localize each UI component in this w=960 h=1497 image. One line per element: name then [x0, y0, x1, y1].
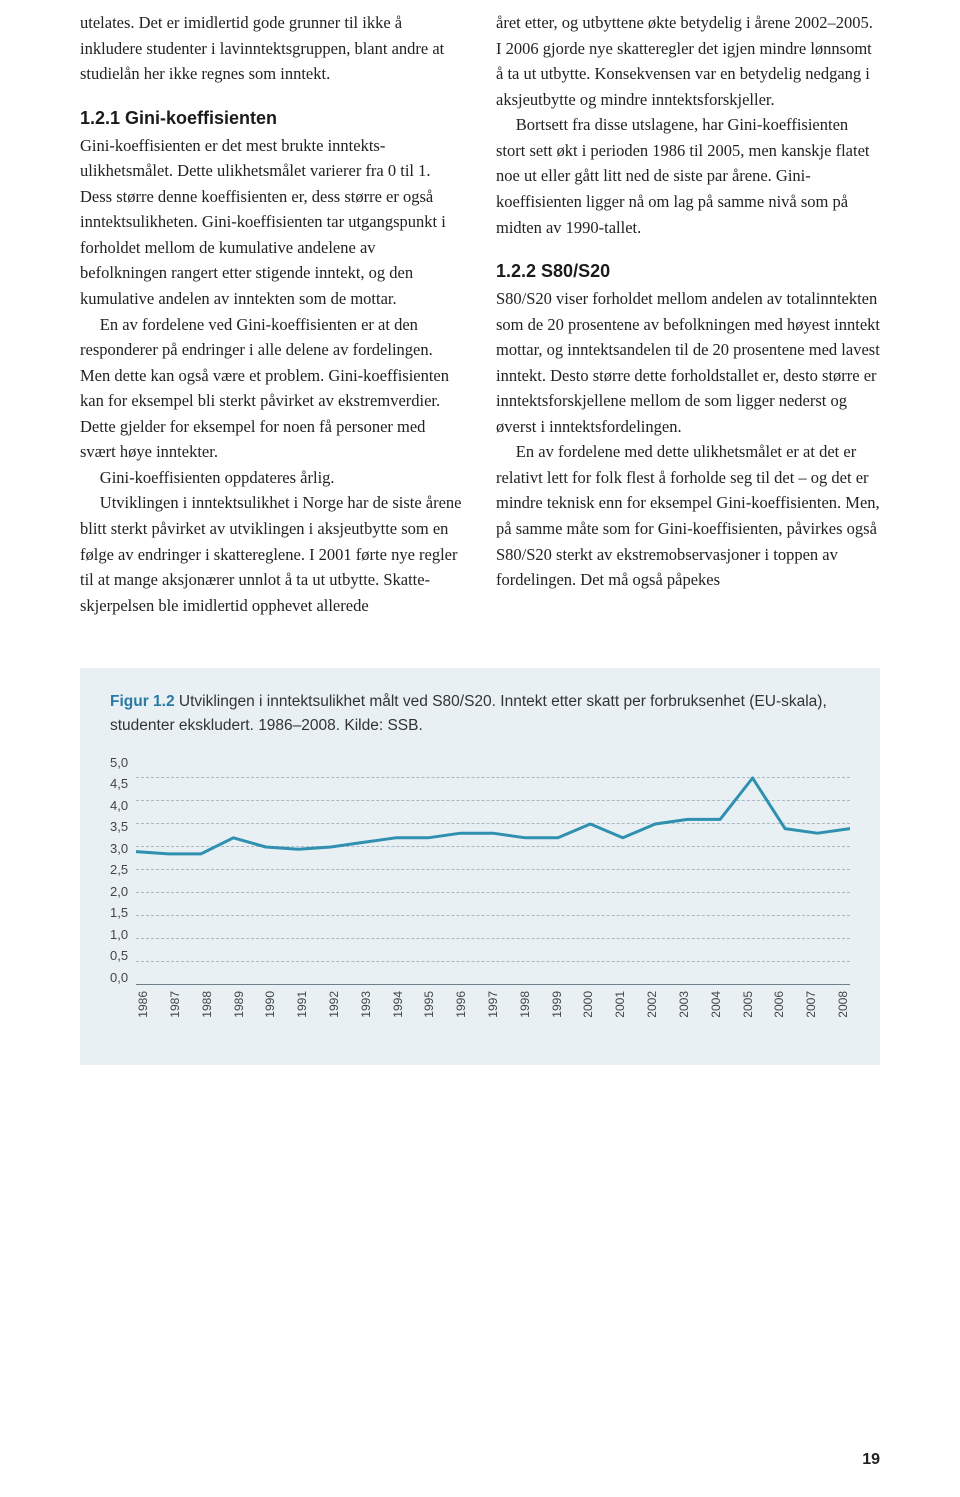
figure-caption-text: Utviklingen i inntektsulikhet målt ved S… — [110, 693, 827, 733]
x-tick-label: 1999 — [550, 991, 564, 1018]
line-series — [136, 755, 850, 985]
y-tick-label: 1,0 — [110, 927, 128, 942]
y-tick-label: 3,5 — [110, 819, 128, 834]
y-tick-label: 5,0 — [110, 755, 128, 770]
figure-container: Figur 1.2 Utviklingen i inntektsulikhet … — [80, 668, 880, 1065]
data-line — [136, 778, 850, 854]
x-tick-label: 1995 — [422, 991, 436, 1018]
section-heading: 1.2.1 Gini-koeffisienten — [80, 105, 464, 133]
x-tick-label: 2006 — [772, 991, 786, 1018]
paragraph: En av fordelene ved Gini-koeffisienten e… — [80, 312, 464, 465]
x-tick-label: 2005 — [741, 991, 755, 1018]
paragraph: S80/S20 viser forholdet mellom andelen a… — [496, 286, 880, 439]
left-column: utelates. Det er imidlertid gode grunner… — [80, 10, 464, 618]
x-tick-label: 1989 — [232, 991, 246, 1018]
x-tick-label: 2002 — [645, 991, 659, 1018]
paragraph: Gini-koeffisienten er det mest brukte in… — [80, 133, 464, 312]
x-tick-label: 2003 — [677, 991, 691, 1018]
plot-area: 1986198719881989199019911992199319941995… — [136, 755, 850, 985]
y-tick-label: 1,5 — [110, 905, 128, 920]
x-tick-label: 1993 — [359, 991, 373, 1018]
figure-label: Figur 1.2 — [110, 693, 175, 710]
paragraph: En av fordelene med dette ulikhetsmålet … — [496, 439, 880, 592]
x-tick-label: 2000 — [581, 991, 595, 1018]
x-axis: 1986 1987 1988 1989 1990 1991 1992 1993 1994 1995… — [136, 991, 850, 1018]
right-column: året etter, og utbyttene økte betydelig … — [496, 10, 880, 618]
section-heading: 1.2.2 S80/S20 — [496, 258, 880, 286]
x-tick-label: 2004 — [709, 991, 723, 1018]
y-tick-label: 2,5 — [110, 862, 128, 877]
x-tick-label: 1992 — [327, 991, 341, 1018]
page-number: 19 — [862, 1451, 880, 1469]
y-axis: 5,0 4,5 4,0 3,5 3,0 2,5 2,0 1,5 1,0 0,5 0,0 — [110, 755, 136, 985]
paragraph: Bortsett fra disse utslagene, har Gini-k… — [496, 112, 880, 240]
figure-caption: Figur 1.2 Utviklingen i inntektsulikhet … — [110, 690, 850, 737]
x-tick-label: 2007 — [804, 991, 818, 1018]
x-tick-label: 1997 — [486, 991, 500, 1018]
chart: 5,0 4,5 4,0 3,5 3,0 2,5 2,0 1,5 1,0 0,5 0,0 1986 19… — [110, 755, 850, 1035]
x-tick-label: 1987 — [168, 991, 182, 1018]
x-tick-label: 1986 — [136, 991, 150, 1018]
x-tick-label: 1988 — [200, 991, 214, 1018]
x-tick-label: 2008 — [836, 991, 850, 1018]
y-tick-label: 3,0 — [110, 841, 128, 856]
x-tick-label: 1994 — [391, 991, 405, 1018]
y-tick-label: 0,5 — [110, 948, 128, 963]
paragraph: året etter, og utbyttene økte betydelig … — [496, 10, 880, 112]
y-tick-label: 2,0 — [110, 884, 128, 899]
x-tick-label: 1996 — [454, 991, 468, 1018]
x-tick-label: 2001 — [613, 991, 627, 1018]
paragraph: utelates. Det er imidlertid gode grunner… — [80, 10, 464, 87]
y-tick-label: 0,0 — [110, 970, 128, 985]
y-tick-label: 4,0 — [110, 798, 128, 813]
x-tick-label: 1998 — [518, 991, 532, 1018]
paragraph: Gini-koeffisienten oppdateres årlig. — [80, 465, 464, 491]
x-tick-label: 1991 — [295, 991, 309, 1018]
paragraph: Utviklingen i inntektsulikhet i Norge ha… — [80, 490, 464, 618]
y-tick-label: 4,5 — [110, 776, 128, 791]
x-tick-label: 1990 — [263, 991, 277, 1018]
two-column-text: utelates. Det er imidlertid gode grunner… — [80, 0, 880, 618]
